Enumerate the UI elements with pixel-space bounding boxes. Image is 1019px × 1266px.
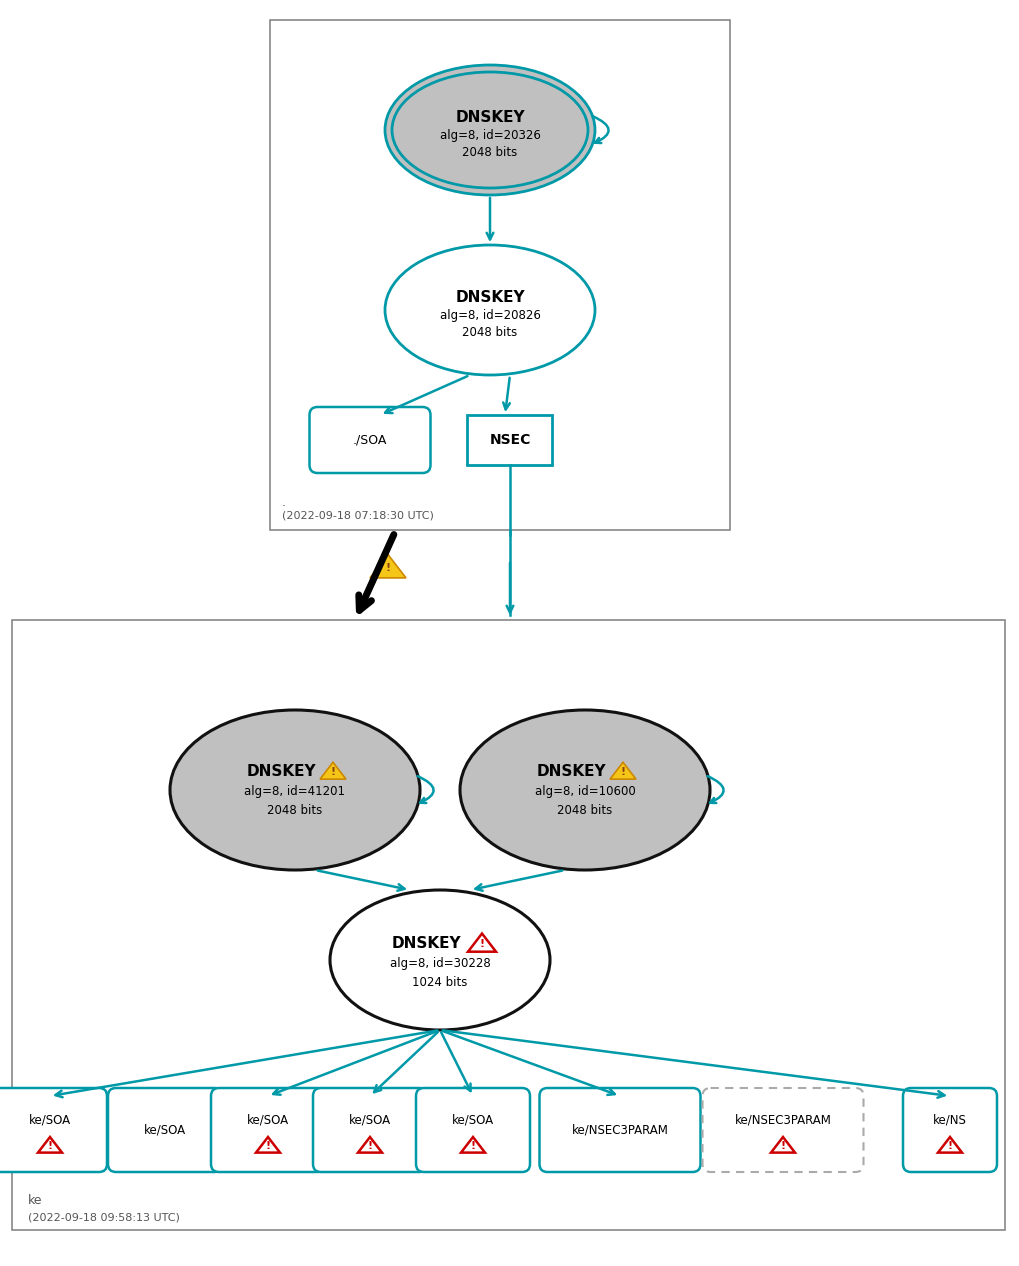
Bar xyxy=(270,20,730,530)
Text: ke/SOA: ke/SOA xyxy=(451,1114,493,1127)
Text: ke/SOA: ke/SOA xyxy=(144,1123,185,1137)
Text: ke/SOA: ke/SOA xyxy=(247,1114,288,1127)
Text: .: . xyxy=(281,495,285,509)
Text: !: ! xyxy=(780,1141,785,1151)
FancyBboxPatch shape xyxy=(309,406,430,473)
Text: NSEC: NSEC xyxy=(489,433,530,447)
FancyBboxPatch shape xyxy=(416,1087,530,1172)
Polygon shape xyxy=(256,1137,280,1152)
Polygon shape xyxy=(937,1137,961,1152)
Ellipse shape xyxy=(384,65,594,195)
Text: 2048 bits: 2048 bits xyxy=(556,804,612,817)
Text: !: ! xyxy=(620,767,625,777)
Polygon shape xyxy=(770,1137,794,1152)
Text: (2022-09-18 07:18:30 UTC): (2022-09-18 07:18:30 UTC) xyxy=(281,511,433,522)
FancyBboxPatch shape xyxy=(211,1087,325,1172)
Text: !: ! xyxy=(470,1141,475,1151)
Text: ke/SOA: ke/SOA xyxy=(29,1114,71,1127)
Text: alg=8, id=41201: alg=8, id=41201 xyxy=(245,785,345,799)
Polygon shape xyxy=(468,933,495,952)
Text: ./SOA: ./SOA xyxy=(353,433,387,447)
Polygon shape xyxy=(609,762,636,779)
FancyBboxPatch shape xyxy=(539,1087,700,1172)
Ellipse shape xyxy=(170,710,420,870)
Polygon shape xyxy=(370,555,406,577)
Text: ke/SOA: ke/SOA xyxy=(348,1114,390,1127)
Ellipse shape xyxy=(330,890,549,1031)
Text: !: ! xyxy=(367,1141,372,1151)
Text: (2022-09-18 09:58:13 UTC): (2022-09-18 09:58:13 UTC) xyxy=(28,1213,179,1223)
Text: !: ! xyxy=(947,1141,952,1151)
Text: alg=8, id=20326: alg=8, id=20326 xyxy=(439,129,540,143)
FancyBboxPatch shape xyxy=(313,1087,427,1172)
Text: DNSKEY: DNSKEY xyxy=(454,290,525,305)
FancyBboxPatch shape xyxy=(108,1087,222,1172)
Bar xyxy=(12,620,1004,1231)
Text: !: ! xyxy=(265,1141,270,1151)
Polygon shape xyxy=(358,1137,382,1152)
FancyBboxPatch shape xyxy=(0,1087,107,1172)
Text: alg=8, id=20826: alg=8, id=20826 xyxy=(439,309,540,323)
Text: DNSKEY: DNSKEY xyxy=(454,110,525,125)
Polygon shape xyxy=(320,762,345,779)
Text: DNSKEY: DNSKEY xyxy=(391,937,461,952)
Text: ke/NSEC3PARAM: ke/NSEC3PARAM xyxy=(734,1114,830,1127)
Polygon shape xyxy=(38,1137,62,1152)
Text: 2048 bits: 2048 bits xyxy=(462,325,517,338)
Text: alg=8, id=30228: alg=8, id=30228 xyxy=(389,957,490,971)
Ellipse shape xyxy=(384,246,594,375)
FancyBboxPatch shape xyxy=(702,1087,863,1172)
FancyBboxPatch shape xyxy=(902,1087,996,1172)
Text: ke/NSEC3PARAM: ke/NSEC3PARAM xyxy=(571,1123,667,1137)
Text: ke: ke xyxy=(28,1194,43,1206)
Text: alg=8, id=10600: alg=8, id=10600 xyxy=(534,785,635,799)
Text: 2048 bits: 2048 bits xyxy=(267,804,322,817)
Text: 2048 bits: 2048 bits xyxy=(462,146,517,158)
Text: !: ! xyxy=(479,939,484,950)
Text: 1024 bits: 1024 bits xyxy=(412,976,468,989)
Text: !: ! xyxy=(385,563,390,573)
Text: !: ! xyxy=(48,1141,53,1151)
Text: DNSKEY: DNSKEY xyxy=(536,765,605,780)
Bar xyxy=(467,415,552,465)
Text: ke/NS: ke/NS xyxy=(932,1114,966,1127)
Text: DNSKEY: DNSKEY xyxy=(246,765,316,780)
Polygon shape xyxy=(461,1137,484,1152)
Ellipse shape xyxy=(460,710,709,870)
Text: !: ! xyxy=(330,767,335,777)
